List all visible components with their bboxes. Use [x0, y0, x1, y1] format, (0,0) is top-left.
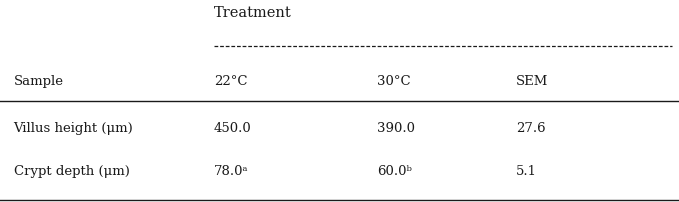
Text: Crypt depth (μm): Crypt depth (μm): [14, 165, 130, 178]
Text: 30°C: 30°C: [377, 75, 411, 88]
Text: Sample: Sample: [14, 75, 64, 88]
Text: 60.0ᵇ: 60.0ᵇ: [377, 165, 411, 178]
Text: 5.1: 5.1: [516, 165, 537, 178]
Text: Villus height (μm): Villus height (μm): [14, 121, 133, 134]
Text: SEM: SEM: [516, 75, 549, 88]
Text: 390.0: 390.0: [377, 121, 415, 134]
Text: 78.0ᵃ: 78.0ᵃ: [214, 165, 249, 178]
Text: 450.0: 450.0: [214, 121, 252, 134]
Text: 22°C: 22°C: [214, 75, 247, 88]
Text: Treatment: Treatment: [214, 6, 292, 20]
Text: 27.6: 27.6: [516, 121, 546, 134]
